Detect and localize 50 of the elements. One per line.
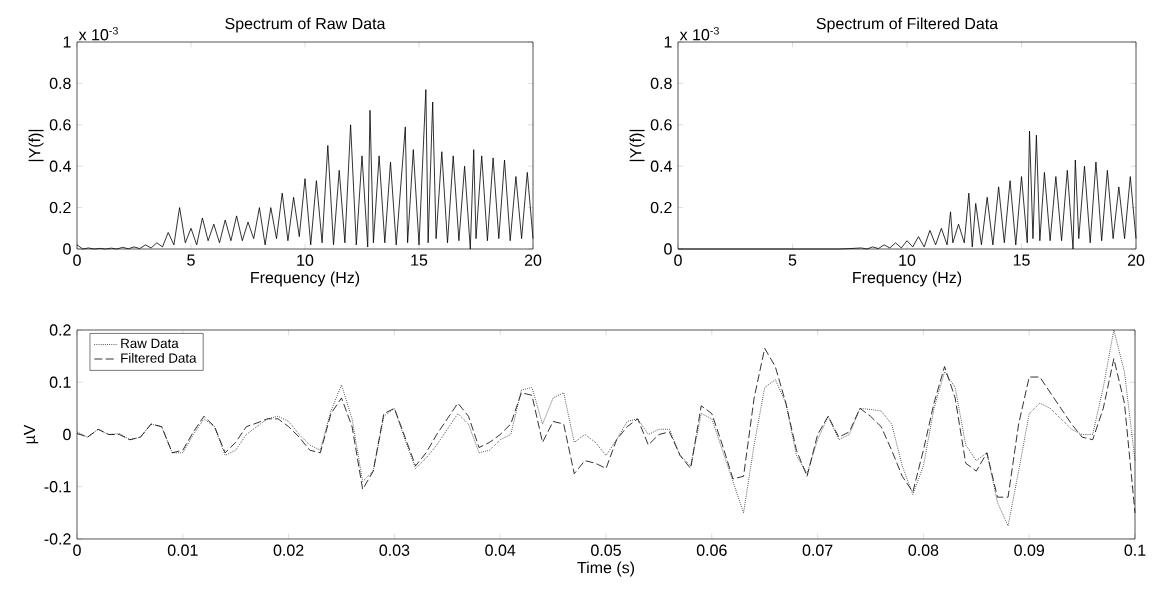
x-axis-title: Frequency (Hz): [251, 271, 360, 287]
x-tick-label: 20: [1127, 254, 1145, 266]
x-tick-label: 0: [73, 254, 81, 266]
y-tick-label: 0.4: [650, 160, 672, 172]
x-tick-label: 20: [524, 254, 542, 266]
y-tick-label: -0.2: [44, 533, 71, 545]
x-tick-label: 0.03: [379, 544, 410, 556]
x-axis-title: Time (s): [577, 561, 635, 577]
y-tick-label: 0.8: [650, 77, 672, 90]
y-tick-label: 0.4: [49, 160, 71, 172]
y-tick-label: 0.2: [49, 324, 71, 336]
x-tick-label: 0.02: [273, 544, 304, 556]
y-tick-label: 1: [664, 36, 672, 48]
x-tick-label: 5: [788, 254, 797, 266]
x-tick-label: 15: [411, 254, 428, 266]
x-tick-label: 0.06: [696, 544, 727, 556]
x-tick-label: 0.01: [167, 544, 198, 556]
x-tick-label: 0.05: [591, 544, 621, 556]
text: x 10$^{-3}$: [679, 26, 719, 41]
x-axis-title: Frequency (Hz): [853, 271, 962, 287]
x-tick-label: 0: [674, 254, 682, 266]
x-tick-label: 15: [1013, 254, 1030, 266]
text: x 10$^{-3}$: [78, 26, 118, 41]
x-tick-label: 0.08: [908, 544, 939, 556]
y-axis-title: |Y(f)|: [629, 129, 645, 162]
x-tick-label: 0.04: [485, 544, 516, 556]
y-tick-label: 0.2: [49, 201, 71, 214]
chart-title: Spectrum of Raw Data: [225, 17, 386, 33]
y-tick-label: 0.8: [49, 77, 71, 90]
x-tick-label: 10: [297, 254, 314, 266]
x-tick-label: 5: [187, 254, 195, 266]
x-tick-label: 10: [899, 254, 916, 266]
y-tick-label: 0: [63, 428, 71, 441]
x-tick-label: 0: [73, 544, 81, 556]
y-tick-label: 0: [63, 243, 71, 255]
chart-title: Spectrum of Filtered Data: [816, 17, 999, 33]
y-tick-label: 0: [664, 243, 672, 255]
y-tick-label: -0.1: [44, 481, 71, 493]
x-tick-label: 0.09: [1014, 544, 1045, 556]
y-axis-title: µV: [23, 424, 39, 444]
legend-label: Filtered Data: [121, 352, 197, 363]
x-tick-label: 0.07: [802, 544, 833, 556]
y-tick-label: 0.6: [650, 119, 672, 131]
y-tick-label: 1: [63, 36, 71, 48]
y-axis-title: |Y(f)|: [28, 129, 44, 162]
x-tick-label: 0.1: [1124, 544, 1146, 556]
legend-label: Raw Data: [121, 338, 179, 349]
y-tick-label: 0.2: [650, 201, 672, 214]
y-tick-label: 0.6: [49, 119, 71, 131]
y-tick-label: 0.1: [49, 376, 71, 388]
